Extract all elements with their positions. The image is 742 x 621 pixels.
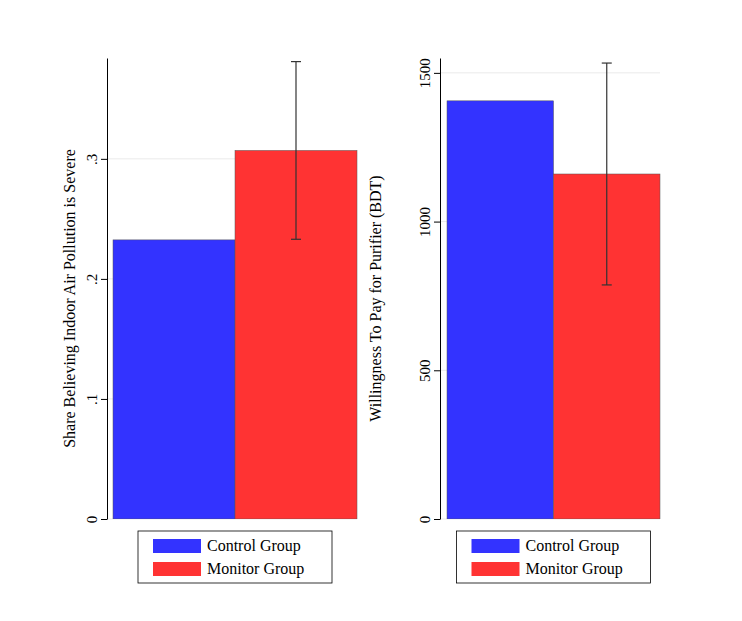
tick-mark — [101, 399, 107, 400]
bar — [113, 240, 235, 519]
tick: 500 — [417, 360, 440, 383]
tick: 0 — [417, 516, 440, 524]
legend-swatch — [153, 562, 201, 576]
tick-label: .2 — [84, 274, 100, 285]
plot-area — [113, 62, 357, 519]
tick: .1 — [84, 394, 107, 405]
tick-mark — [101, 159, 107, 160]
tick: 1000 — [417, 207, 440, 237]
error-bar-cap — [291, 61, 301, 62]
tick-label: 0 — [417, 516, 433, 524]
axis-title: Share Believing Indoor Air Pollution is … — [61, 149, 79, 448]
axis-title: Willingness To Pay for Purifier (BDT) — [367, 175, 385, 421]
legend-label: Monitor Group — [207, 560, 304, 578]
legend: Control Group Monitor Group — [138, 531, 332, 583]
bar — [447, 101, 554, 519]
chart-panel: 0 500 1000 1500 Willingness To Pay for Purif… — [367, 58, 660, 583]
legend-swatch — [472, 562, 520, 576]
legend-label: Monitor Group — [526, 560, 623, 578]
legend-swatch — [153, 539, 201, 553]
tick: 1500 — [417, 58, 440, 88]
plot-area — [447, 63, 660, 519]
chart-panel: 0 .1 .2 .3 Share Believing Indoor Air Pollut… — [61, 59, 357, 584]
tick-mark — [101, 519, 107, 520]
tick: .2 — [84, 274, 107, 285]
tick-label: .3 — [84, 154, 100, 165]
error-bar-stem — [606, 63, 607, 285]
error-bar-stem — [295, 62, 296, 240]
tick-mark — [434, 370, 440, 371]
legend-swatch — [472, 539, 520, 553]
legend: Control Group Monitor Group — [457, 531, 651, 583]
error-bar-cap — [602, 62, 612, 63]
tick: 0 — [84, 516, 107, 524]
tick-label: 500 — [417, 360, 433, 383]
tick-mark — [434, 222, 440, 223]
tick-label: 1500 — [417, 58, 433, 88]
tick-mark — [434, 73, 440, 74]
chart-canvas: 0 .1 .2 .3 Share Believing Indoor Air Pollut… — [0, 0, 742, 621]
tick-mark — [101, 279, 107, 280]
error-bar — [602, 63, 612, 285]
y-axis: 0 500 1000 1500 — [417, 58, 441, 523]
axis-line — [107, 59, 108, 520]
error-bar-cap — [291, 239, 301, 240]
tick: .3 — [84, 154, 107, 165]
y-axis: 0 .1 .2 .3 — [84, 59, 108, 524]
tick-label: .1 — [84, 394, 100, 405]
tick-label: 0 — [84, 516, 100, 524]
grid-line — [440, 72, 660, 73]
grid — [440, 73, 660, 519]
legend-label: Control Group — [526, 537, 620, 555]
error-bar-cap — [602, 284, 612, 285]
tick-mark — [434, 519, 440, 520]
axis-line — [440, 59, 441, 520]
error-bar — [291, 62, 301, 240]
legend-box — [138, 531, 332, 583]
legend-label: Control Group — [207, 537, 301, 555]
tick-label: 1000 — [417, 207, 433, 237]
legend-box — [457, 531, 651, 583]
